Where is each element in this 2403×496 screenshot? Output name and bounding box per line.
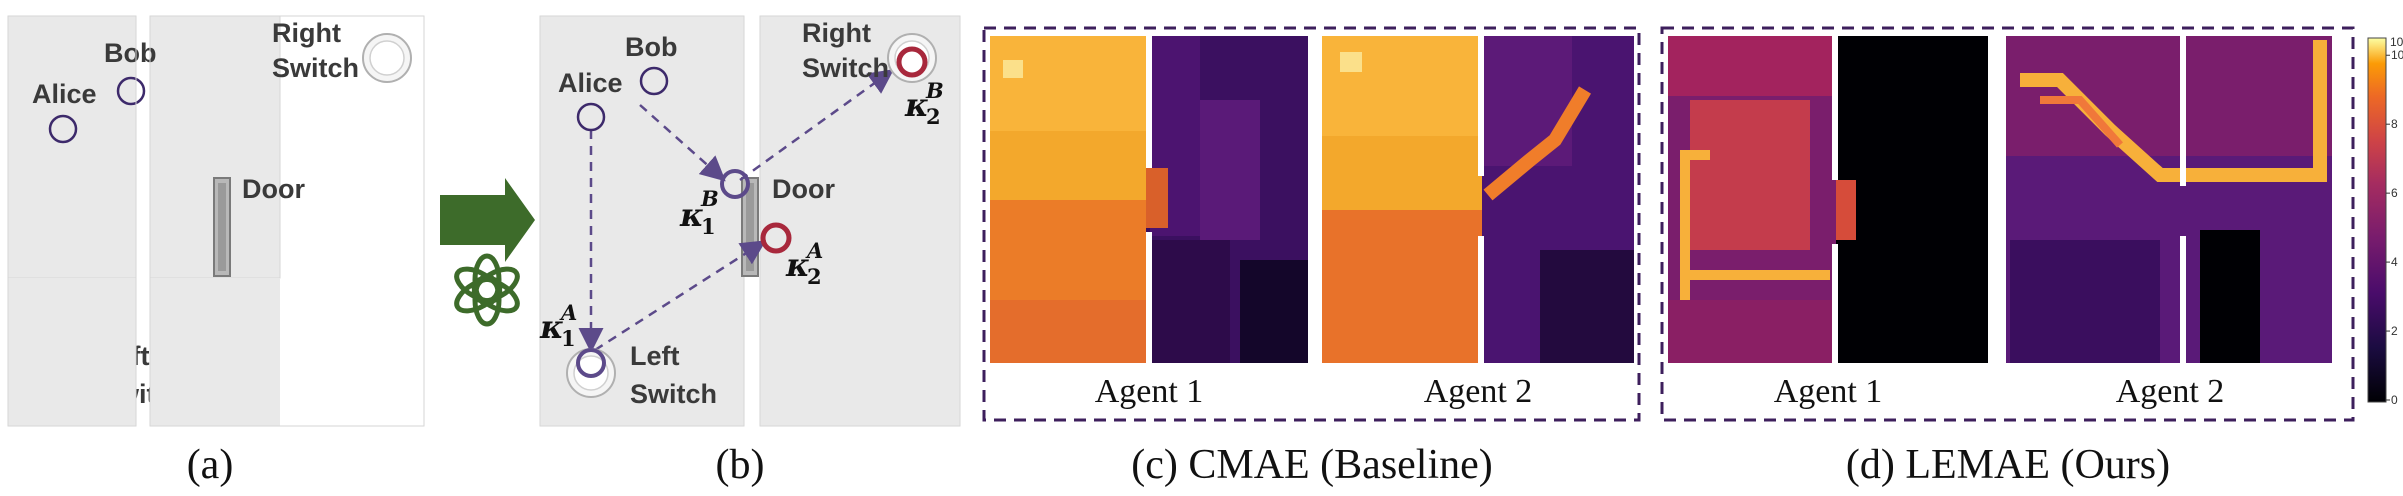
colorbar-top-value: 10.21 bbox=[2390, 35, 2403, 49]
colorbar-tick-label: 0 bbox=[2391, 393, 2398, 407]
dashed-box-d bbox=[1660, 26, 2355, 422]
caption-b: (b) bbox=[716, 442, 765, 488]
agent-label-c1: Agent 1 bbox=[1095, 373, 1204, 410]
svg-text:κ: κ bbox=[785, 246, 810, 284]
colorbar-tick-label: 6 bbox=[2391, 186, 2398, 200]
left-switch-icon-b bbox=[566, 348, 616, 398]
caption-c: (c) CMAE (Baseline) bbox=[1131, 442, 1493, 488]
door-label-b: Door bbox=[772, 174, 835, 204]
bob-label-b: Bob bbox=[625, 32, 677, 62]
kappa-1B-label: κ B 1 bbox=[679, 186, 719, 239]
kappa-2B-label: κ B 2 bbox=[904, 78, 944, 129]
door-label-a: Door bbox=[242, 174, 305, 204]
heatmap-d1 bbox=[1668, 36, 1988, 363]
bob-agent-b bbox=[639, 66, 669, 96]
right-switch-icon bbox=[362, 33, 412, 83]
alice-label-a: Alice bbox=[32, 79, 97, 109]
right-switch-label-b2: Switch bbox=[802, 53, 889, 83]
right-switch-label-a2: Switch bbox=[272, 53, 359, 83]
agent-label-c2: Agent 2 bbox=[1424, 373, 1533, 410]
kappa-1A-label: κ A 1 bbox=[539, 300, 577, 351]
svg-text:κ: κ bbox=[539, 308, 564, 346]
alice-agent-b bbox=[576, 102, 606, 132]
svg-text:κ: κ bbox=[679, 196, 704, 234]
right-arrow-icon bbox=[440, 178, 535, 262]
svg-text:A: A bbox=[559, 300, 577, 325]
heatmap-c1 bbox=[990, 36, 1308, 363]
caption-d: (d) LEMAE (Ours) bbox=[1846, 442, 2170, 488]
bob-label-a: Bob bbox=[104, 38, 156, 68]
left-switch-label-b1: Left bbox=[630, 341, 680, 371]
heatmap-c2 bbox=[1322, 36, 1634, 363]
agent-label-d1: Agent 1 bbox=[1774, 373, 1883, 410]
left-switch-label-b2: Switch bbox=[630, 379, 717, 409]
alice-agent-a bbox=[48, 114, 78, 144]
caption-a: (a) bbox=[187, 442, 234, 488]
svg-text:A: A bbox=[805, 238, 823, 263]
keypoint-k1B bbox=[720, 169, 750, 199]
keypoint-k2A bbox=[760, 222, 792, 254]
panel-b: Door Alice Bob Left Switch Right Switch … bbox=[539, 15, 961, 427]
svg-text:1: 1 bbox=[701, 214, 716, 239]
svg-text:2: 2 bbox=[926, 104, 941, 129]
heatmap-d2 bbox=[2006, 36, 2332, 363]
colorbar-tick-label: 4 bbox=[2391, 255, 2398, 269]
svg-text:1: 1 bbox=[561, 326, 576, 351]
agent-label-d2: Agent 2 bbox=[2116, 373, 2225, 410]
right-switch-label-b1: Right bbox=[802, 18, 871, 48]
right-switch-label-a1: Right bbox=[272, 18, 341, 48]
svg-text:2: 2 bbox=[807, 264, 822, 289]
dashed-box-c bbox=[982, 26, 1641, 422]
colorbar-tick-label: 8 bbox=[2391, 117, 2398, 131]
colorbar-tick-label: 2 bbox=[2391, 324, 2398, 338]
room-right-b bbox=[759, 15, 961, 427]
svg-text:B: B bbox=[700, 186, 719, 211]
room-left-a-bottom bbox=[8, 278, 136, 426]
kappa-2A-label: κ A 2 bbox=[785, 238, 823, 289]
keypoint-k2B bbox=[896, 46, 928, 78]
colorbar: 0 2 4 6 8 10 10.21 bbox=[2367, 35, 2403, 407]
alice-label-b: Alice bbox=[558, 68, 623, 98]
openai-logo-icon bbox=[454, 253, 520, 327]
svg-text:B: B bbox=[925, 78, 944, 103]
room-right-a-bottom bbox=[150, 278, 280, 426]
svg-text:κ: κ bbox=[904, 86, 929, 124]
keypoint-k1A bbox=[576, 348, 606, 378]
bob-agent-a bbox=[116, 76, 146, 106]
room-left-a bbox=[7, 15, 137, 279]
colorbar-tick-label: 10 bbox=[2391, 48, 2403, 62]
